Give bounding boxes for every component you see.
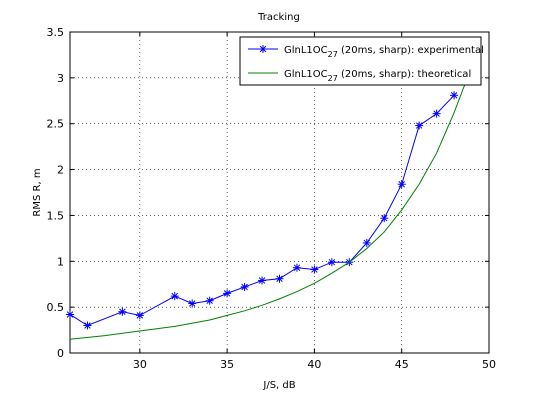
data-point: [135, 311, 144, 320]
series-line-0: [70, 94, 455, 327]
data-point: [205, 296, 214, 305]
data-point: [397, 180, 406, 189]
data-point: [327, 258, 336, 267]
y-tick-label: 2: [57, 164, 64, 177]
axes-box: [69, 31, 490, 354]
data-point: [118, 307, 127, 316]
x-axis-label: J/S, dB: [262, 380, 295, 391]
data-point: [66, 310, 74, 319]
legend-box: [239, 36, 482, 86]
x-tick-label: 35: [220, 358, 234, 371]
data-point: [415, 121, 424, 130]
legend-entry-experimental: GlnL1OC27 (20ms, sharp): experimental: [248, 45, 484, 59]
data-point: [310, 265, 319, 274]
data-point: [275, 274, 284, 283]
data-point: [380, 214, 389, 223]
chart-title: Tracking: [257, 12, 300, 23]
x-tick-label: 50: [482, 358, 496, 371]
y-tick-label: 3: [57, 72, 64, 85]
y-tick-label: 1: [57, 255, 64, 268]
y-tick-label: 0: [57, 347, 64, 360]
ticks: 30 35 40 45 50 0 0.5 1 1.5 2 2.5 3 3.5: [47, 26, 497, 371]
series-line-1: [70, 66, 473, 340]
legend-entry-theoretical: GlnL1OC27 (20ms, sharp): theoretical: [248, 69, 471, 83]
data-point: [223, 289, 232, 298]
data-point: [292, 263, 301, 272]
y-tick-label: 1.5: [47, 209, 65, 222]
data-point: [432, 109, 441, 118]
y-tick-label: 2.5: [47, 118, 65, 131]
y-axis-label: RMS R, m: [32, 168, 43, 216]
x-tick-label: 40: [307, 358, 321, 371]
data-point: [240, 282, 249, 291]
data-point: [83, 321, 92, 330]
y-tick-label: 0.5: [47, 301, 65, 314]
legend: GlnL1OC27 (20ms, sharp): experimental Gl…: [239, 36, 484, 86]
x-tick-label: 45: [395, 358, 409, 371]
legend-label-experimental: GlnL1OC27 (20ms, sharp): experimental: [284, 45, 484, 59]
data-point: [170, 292, 179, 301]
grid: [70, 32, 489, 353]
x-tick-label: 30: [133, 358, 147, 371]
data-point: [188, 299, 197, 308]
legend-swatch-marker: [259, 45, 267, 53]
data-point: [362, 238, 371, 247]
data-point: [450, 91, 459, 100]
data-point: [258, 276, 267, 285]
legend-label-theoretical: GlnL1OC27 (20ms, sharp): theoretical: [284, 69, 471, 83]
series-group: [66, 66, 473, 340]
y-tick-label: 3.5: [47, 26, 65, 39]
